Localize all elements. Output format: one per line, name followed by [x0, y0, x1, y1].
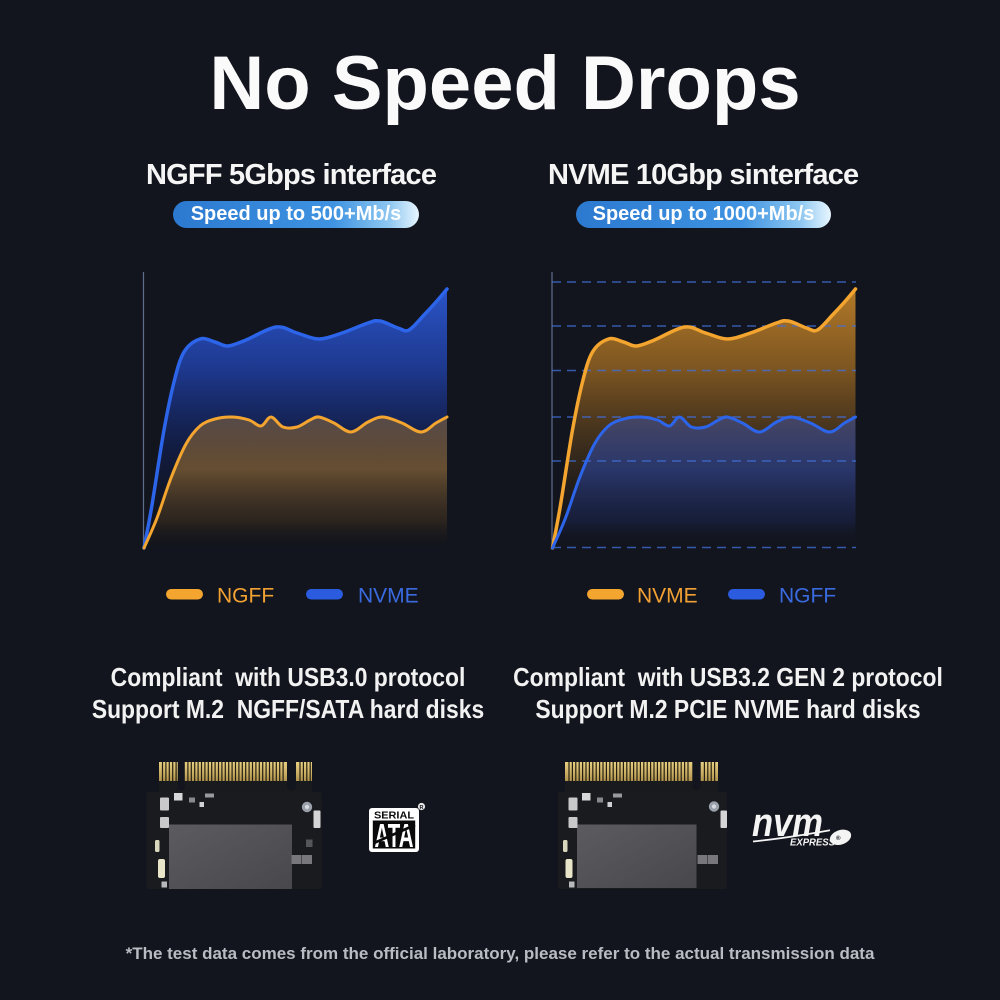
svg-text:NVME: NVME	[637, 585, 698, 608]
svg-text:NGFF: NGFF	[779, 585, 836, 608]
svg-text:®: ®	[836, 835, 841, 842]
svg-text:EXPRESS: EXPRESS	[790, 838, 835, 849]
svg-text:SERIAL: SERIAL	[374, 811, 414, 822]
svg-text:NGFF: NGFF	[217, 585, 274, 608]
svg-text:R: R	[420, 805, 424, 811]
svg-text:NVME: NVME	[358, 585, 419, 608]
svg-text:nvm: nvm	[752, 801, 823, 845]
